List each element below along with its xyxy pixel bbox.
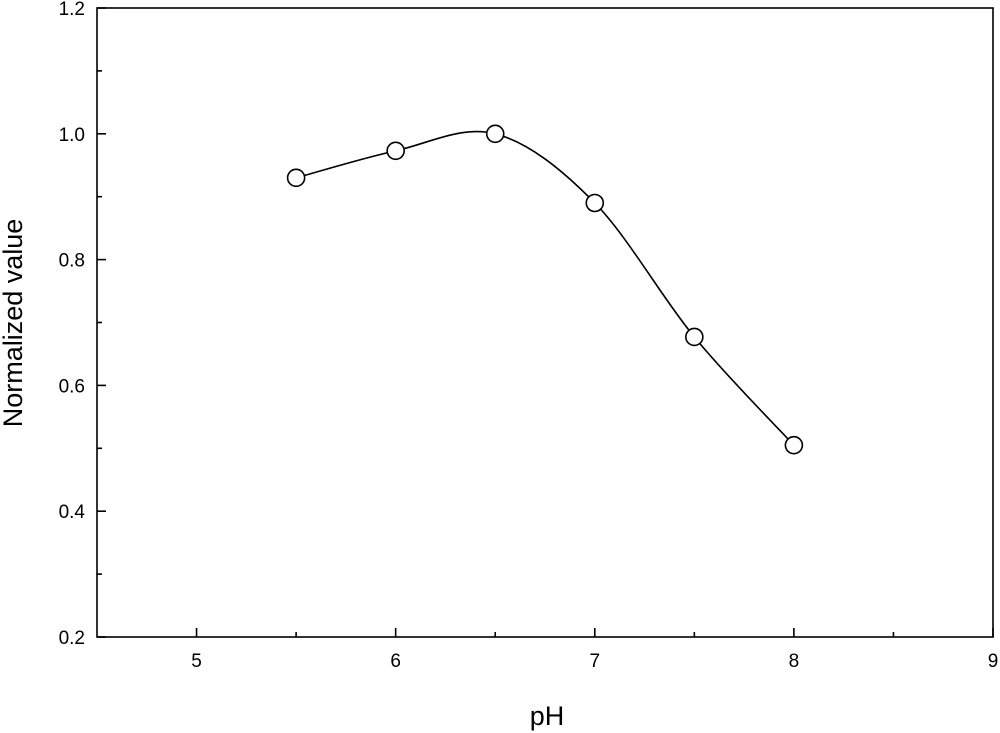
x-axis-title: pH <box>530 701 565 731</box>
plot-frame <box>96 7 994 638</box>
data-point <box>485 124 505 144</box>
x-tick-label: 8 <box>789 651 800 672</box>
data-point <box>784 435 804 455</box>
x-axis: 5 6 7 8 9 <box>191 628 998 672</box>
data-point <box>685 327 704 347</box>
x-tick-label: 7 <box>589 651 600 672</box>
y-tick-label: 1.2 <box>59 0 85 20</box>
y-tick-label: 0.8 <box>59 251 85 272</box>
y-tick-label: 1.0 <box>59 125 85 146</box>
y-tick-label: 0.2 <box>59 628 85 649</box>
data-markers <box>286 124 804 455</box>
x-tick-label: 9 <box>988 651 999 672</box>
y-axis: 0.2 0.4 0.6 0.8 1.0 1.2 <box>59 0 106 649</box>
y-axis-title: Normalized value <box>0 219 28 428</box>
data-point <box>286 168 306 188</box>
data-point <box>386 141 405 161</box>
x-tick-label: 5 <box>191 651 202 672</box>
plot-border <box>96 7 994 638</box>
y-tick-label: 0.4 <box>59 502 86 523</box>
data-point <box>585 193 605 213</box>
y-tick-label: 0.6 <box>59 376 85 397</box>
x-tick-label: 6 <box>390 651 401 672</box>
series-line <box>295 130 795 446</box>
